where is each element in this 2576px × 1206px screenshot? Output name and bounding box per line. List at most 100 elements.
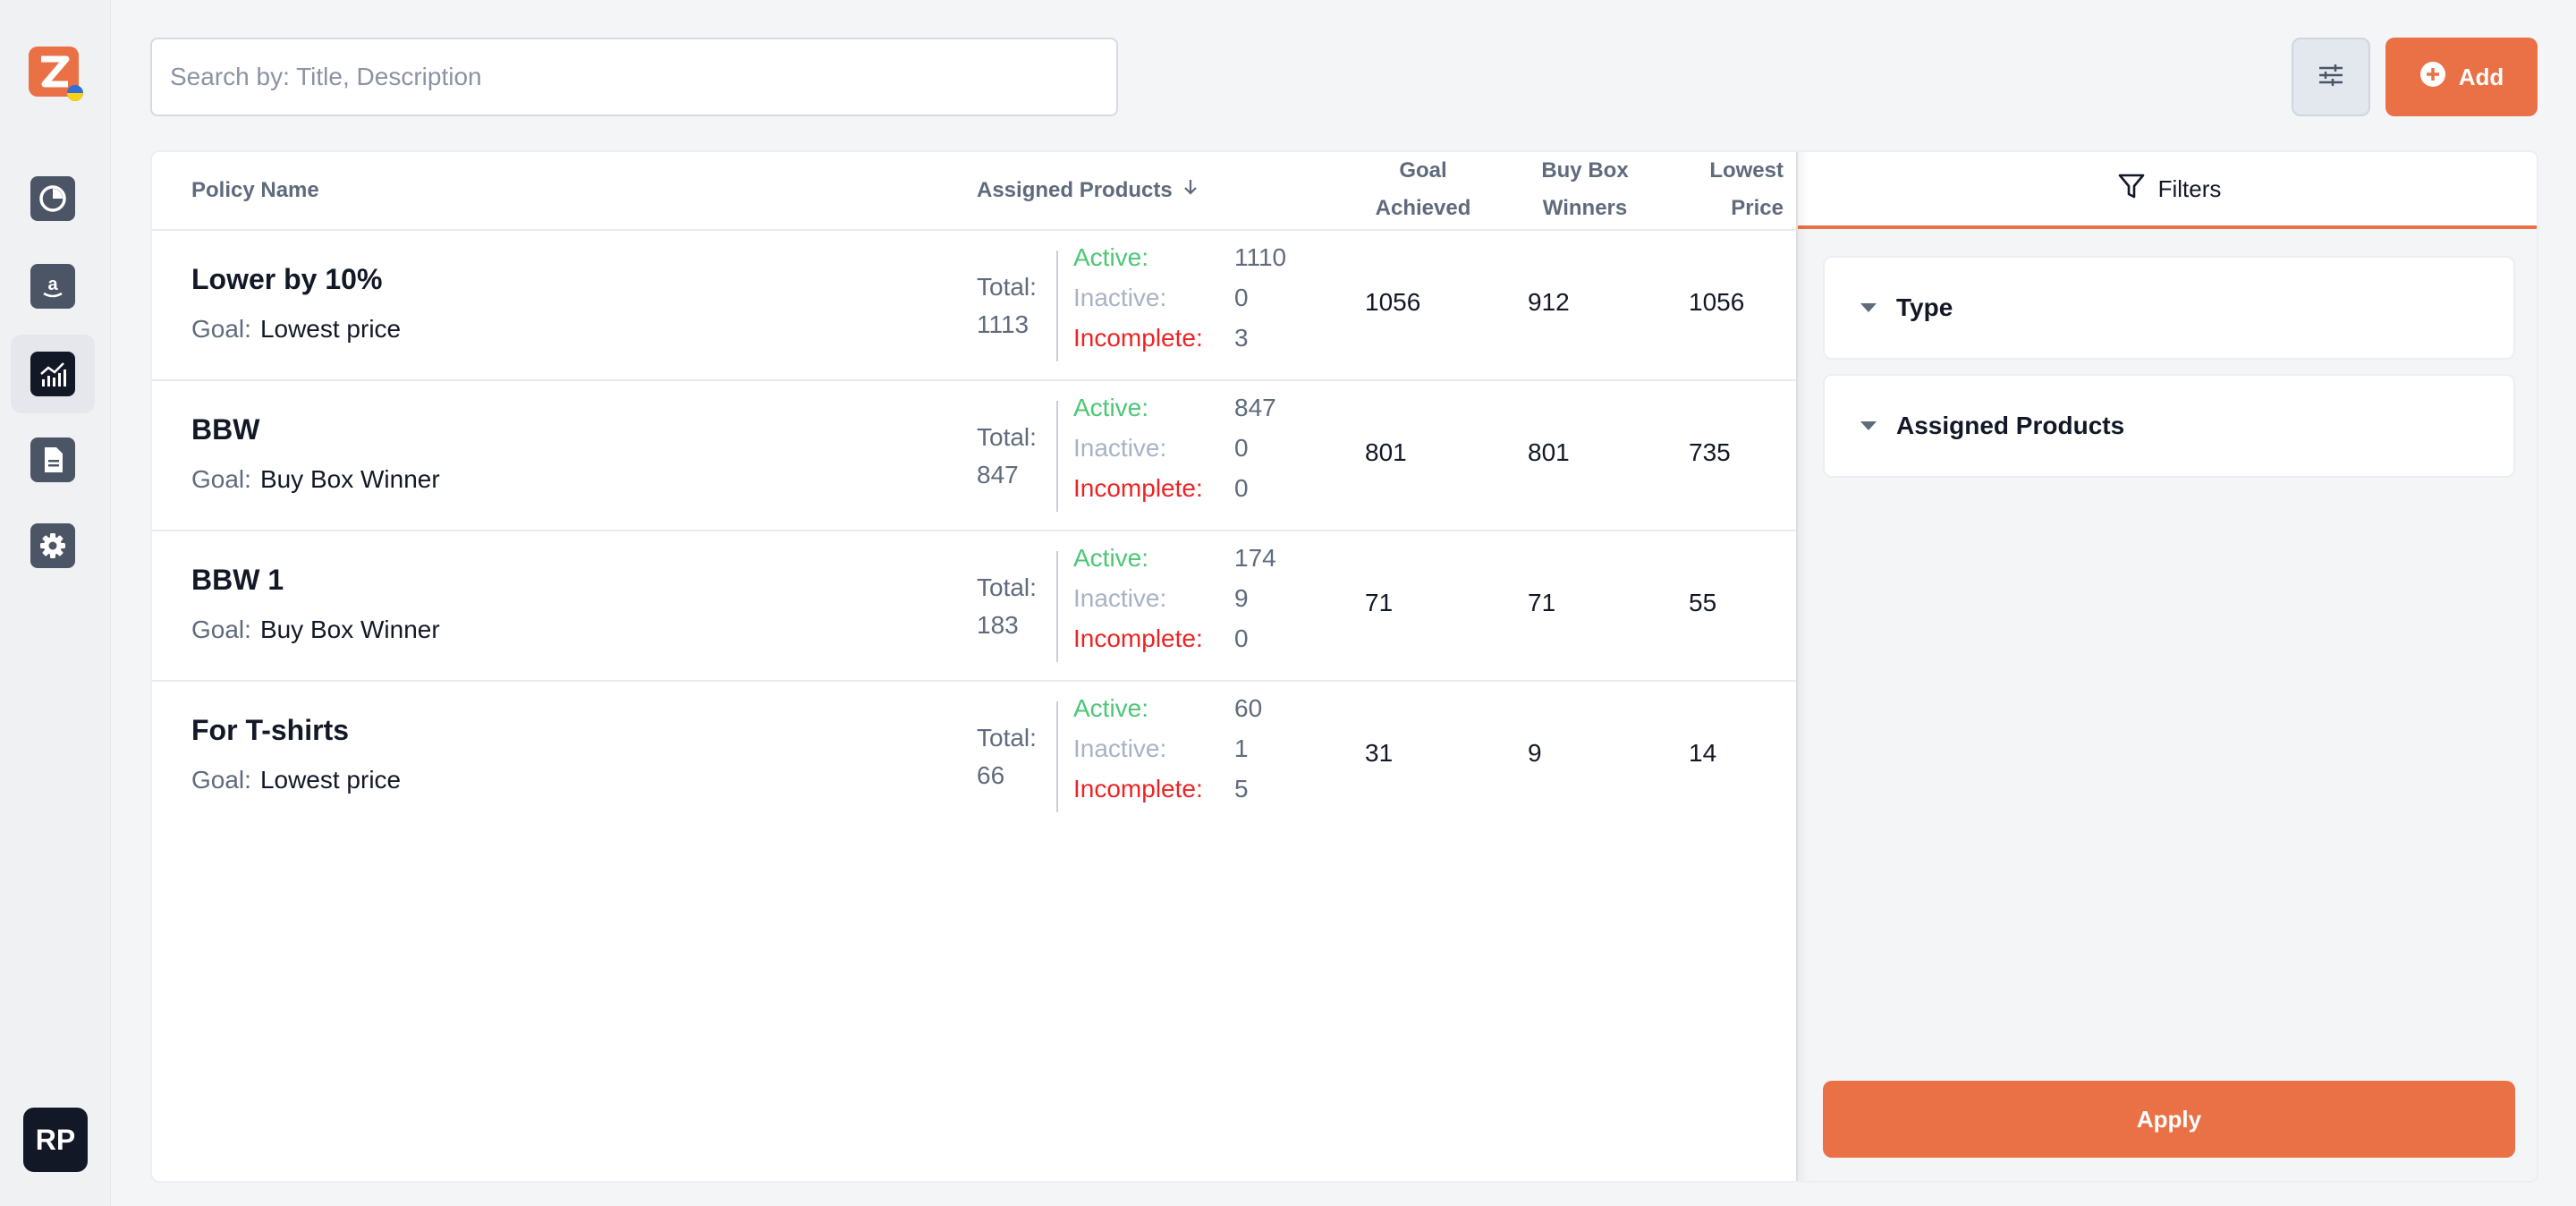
document-icon	[30, 437, 75, 482]
goal-label: Goal:	[191, 766, 251, 794]
total-products: Total: 183	[977, 569, 1037, 644]
table-row[interactable]: Lower by 10% Goal: Lowest price Total: 111…	[152, 231, 1796, 381]
total-value: 183	[977, 611, 1019, 639]
header-buy-box-winners[interactable]: Buy Box Winners	[1524, 152, 1646, 227]
add-button[interactable]: Add	[2385, 38, 2538, 116]
policies-table: Policy Name Assigned Products Goal Achie…	[152, 152, 1796, 1181]
goal-achieved-value: 801	[1365, 438, 1407, 466]
header-lowest-price[interactable]: Lowest Price	[1676, 152, 1784, 227]
filter-section-assigned-products[interactable]: Assigned Products	[1823, 374, 2515, 478]
policies-card: Policy Name Assigned Products Goal Achie…	[150, 150, 2538, 1183]
sidebar-item-repricing[interactable]	[11, 335, 95, 413]
sort-down-arrow-icon	[1182, 172, 1199, 209]
incomplete-value: 0	[1234, 474, 1249, 502]
inactive-value: 0	[1234, 284, 1249, 311]
lowest-price-value: 55	[1689, 589, 1717, 616]
header-goal-achieved-line1: Goal	[1399, 158, 1447, 183]
filter-section-type[interactable]: Type	[1823, 256, 2515, 360]
apply-button[interactable]: Apply	[1823, 1081, 2515, 1158]
divider	[1056, 551, 1058, 662]
incomplete-value: 5	[1234, 775, 1249, 803]
header-policy-name[interactable]: Policy Name	[191, 178, 319, 202]
total-products: Total: 847	[977, 419, 1037, 494]
active-label: Active:	[1073, 694, 1149, 722]
sidebar-item-amazon[interactable]: a	[11, 247, 95, 326]
sidebar-item-documents[interactable]	[11, 420, 95, 499]
header-lowest-price-line1: Lowest	[1709, 158, 1784, 183]
inactive-label: Inactive:	[1073, 735, 1167, 762]
policy-goal: Goal: Lowest price	[191, 766, 401, 794]
active-value: 1110	[1234, 243, 1287, 271]
policy-name: Lower by 10%	[191, 263, 383, 295]
total-value: 66	[977, 761, 1005, 789]
svg-text:a: a	[47, 275, 58, 294]
caret-down-icon	[1860, 421, 1877, 430]
inactive-value: 9	[1234, 584, 1249, 612]
divider	[1056, 701, 1058, 812]
table-row[interactable]: BBW 1 Goal: Buy Box Winner Total: 183 Acti…	[152, 531, 1796, 682]
filters-tab-label: Filters	[2157, 174, 2222, 202]
filter-section-label: Type	[1896, 293, 1953, 321]
buy-box-winners-value: 71	[1528, 589, 1556, 616]
incomplete-label: Incomplete:	[1073, 624, 1203, 652]
plus-circle-icon	[2419, 61, 2446, 94]
goal-achieved-value: 31	[1365, 739, 1394, 767]
header-goal-achieved[interactable]: Goal Achieved	[1361, 152, 1485, 227]
header-assigned-products[interactable]: Assigned Products	[977, 172, 1199, 209]
active-label: Active:	[1073, 394, 1149, 421]
incomplete-label: Incomplete:	[1073, 775, 1203, 803]
policy-name: BBW	[191, 413, 260, 446]
filter-funnel-icon	[2117, 172, 2146, 207]
header-lowest-price-line2: Price	[1731, 196, 1784, 220]
header-buy-box-line2: Winners	[1542, 196, 1628, 220]
total-value: 847	[977, 461, 1019, 488]
total-label: Total:	[977, 724, 1037, 752]
table-row[interactable]: For T-shirts Goal: Lowest price Total: 66 …	[152, 682, 1796, 832]
buy-box-winners-value: 912	[1528, 288, 1570, 316]
active-value: 174	[1234, 544, 1276, 572]
tab-filters[interactable]: Filters	[1798, 152, 2537, 229]
total-label: Total:	[977, 273, 1037, 301]
gear-icon	[30, 523, 75, 568]
divider	[1056, 401, 1058, 512]
search-input[interactable]	[150, 38, 1118, 116]
goal-achieved-value: 1056	[1365, 288, 1421, 316]
divider	[1056, 251, 1058, 361]
sidebar: a RP	[0, 0, 111, 1206]
add-button-label: Add	[2458, 63, 2504, 90]
header-buy-box-line1: Buy Box	[1541, 158, 1629, 183]
inactive-value: 0	[1234, 434, 1249, 462]
sidebar-item-dashboard[interactable]	[11, 159, 95, 238]
total-products: Total: 1113	[977, 268, 1037, 344]
app-logo-icon[interactable]	[27, 45, 86, 104]
lowest-price-value: 14	[1689, 739, 1717, 767]
panel-shadow	[1796, 152, 1809, 1181]
table-row[interactable]: BBW Goal: Buy Box Winner Total: 847 Active…	[152, 381, 1796, 531]
inactive-label: Inactive:	[1073, 284, 1167, 311]
goal-label: Goal:	[191, 616, 251, 643]
total-label: Total:	[977, 573, 1037, 601]
avatar[interactable]: RP	[23, 1108, 88, 1172]
table-header: Policy Name Assigned Products Goal Achie…	[152, 152, 1796, 231]
inactive-label: Inactive:	[1073, 584, 1167, 612]
inactive-label: Inactive:	[1073, 434, 1167, 462]
total-label: Total:	[977, 423, 1037, 451]
incomplete-value: 3	[1234, 324, 1249, 352]
buy-box-winners-value: 9	[1528, 739, 1542, 767]
incomplete-label: Incomplete:	[1073, 474, 1203, 502]
column-settings-button[interactable]	[2292, 38, 2370, 116]
goal-achieved-value: 71	[1365, 589, 1394, 616]
sidebar-item-settings[interactable]	[11, 506, 95, 585]
active-value: 60	[1234, 694, 1263, 722]
policy-goal: Goal: Buy Box Winner	[191, 465, 440, 494]
active-value: 847	[1234, 394, 1276, 421]
goal-value: Buy Box Winner	[259, 465, 440, 493]
policy-name: BBW 1	[191, 564, 284, 596]
goal-value: Buy Box Winner	[259, 616, 440, 643]
total-products: Total: 66	[977, 719, 1037, 794]
header-goal-achieved-line2: Achieved	[1375, 196, 1471, 220]
goal-value: Lowest price	[259, 315, 402, 343]
filter-section-label: Assigned Products	[1896, 412, 2125, 439]
header-assigned-products-label: Assigned Products	[977, 178, 1173, 202]
lowest-price-value: 735	[1689, 438, 1731, 466]
